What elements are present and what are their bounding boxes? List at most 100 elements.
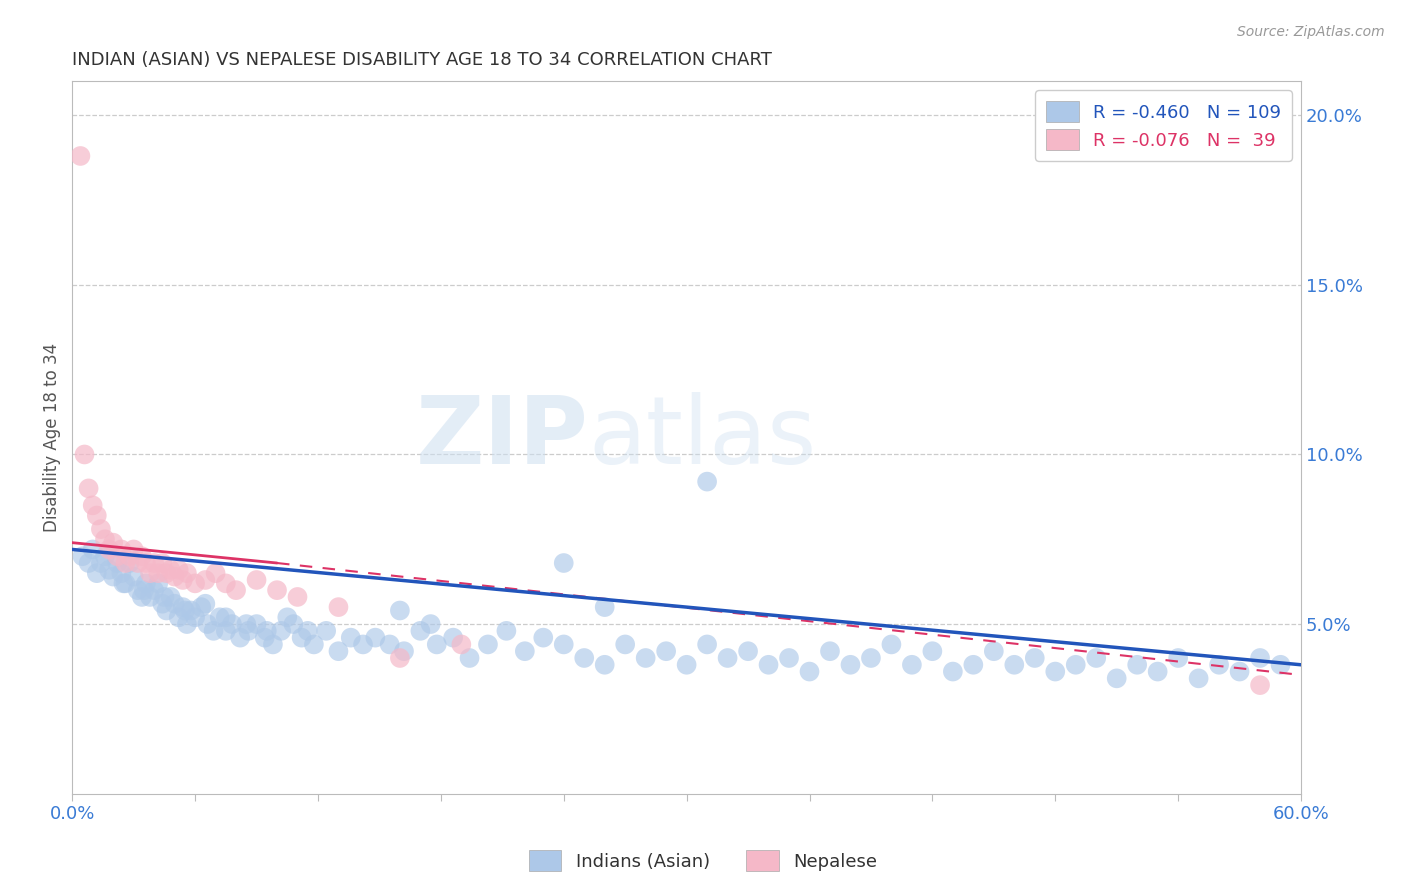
Point: [127, 556, 149, 570]
Point: [131, 590, 153, 604]
Point: [176, 617, 198, 632]
Point: [122, 569, 145, 583]
Point: [94, 549, 117, 564]
Point: [202, 624, 225, 638]
Point: [159, 590, 181, 604]
Point: [256, 624, 278, 638]
Point: [184, 610, 207, 624]
Point: [98, 563, 121, 577]
Point: [553, 637, 575, 651]
Point: [194, 573, 217, 587]
Point: [172, 573, 194, 587]
Point: [208, 610, 231, 624]
Point: [122, 542, 145, 557]
Point: [880, 637, 903, 651]
Point: [148, 566, 170, 581]
Point: [364, 631, 387, 645]
Point: [1105, 671, 1128, 685]
Point: [392, 644, 415, 658]
Text: ZIP: ZIP: [415, 392, 588, 483]
Point: [696, 475, 718, 489]
Text: INDIAN (ASIAN) VS NEPALESE DISABILITY AGE 18 TO 34 CORRELATION CHART: INDIAN (ASIAN) VS NEPALESE DISABILITY AG…: [72, 51, 772, 69]
Point: [426, 637, 449, 651]
Point: [112, 576, 135, 591]
Point: [799, 665, 821, 679]
Point: [942, 665, 965, 679]
Point: [98, 542, 121, 557]
Point: [328, 644, 350, 658]
Point: [839, 657, 862, 672]
Point: [135, 556, 157, 570]
Point: [105, 549, 128, 564]
Point: [90, 522, 112, 536]
Point: [139, 590, 162, 604]
Point: [859, 651, 882, 665]
Point: [110, 542, 132, 557]
Point: [139, 566, 162, 581]
Point: [73, 447, 96, 461]
Point: [103, 535, 125, 549]
Point: [105, 556, 128, 570]
Point: [215, 610, 238, 624]
Point: [159, 563, 181, 577]
Point: [921, 644, 943, 658]
Point: [778, 651, 800, 665]
Point: [167, 563, 190, 577]
Point: [245, 573, 267, 587]
Point: [253, 631, 276, 645]
Point: [155, 603, 177, 617]
Point: [204, 566, 226, 581]
Point: [574, 651, 596, 665]
Point: [1045, 665, 1067, 679]
Point: [215, 576, 238, 591]
Point: [716, 651, 738, 665]
Point: [86, 508, 108, 523]
Point: [127, 583, 149, 598]
Point: [118, 549, 141, 564]
Point: [114, 576, 136, 591]
Point: [148, 576, 170, 591]
Point: [82, 542, 104, 557]
Point: [315, 624, 337, 638]
Point: [450, 637, 472, 651]
Point: [339, 631, 361, 645]
Point: [163, 569, 186, 583]
Point: [302, 637, 325, 651]
Point: [962, 657, 984, 672]
Point: [1085, 651, 1108, 665]
Point: [276, 610, 298, 624]
Point: [477, 637, 499, 651]
Point: [194, 597, 217, 611]
Point: [696, 637, 718, 651]
Point: [1229, 665, 1251, 679]
Point: [72, 549, 94, 564]
Text: Source: ZipAtlas.com: Source: ZipAtlas.com: [1237, 25, 1385, 39]
Point: [675, 657, 697, 672]
Point: [1270, 657, 1292, 672]
Point: [225, 583, 247, 598]
Legend: Indians (Asian), Nepalese: Indians (Asian), Nepalese: [522, 843, 884, 879]
Point: [69, 149, 91, 163]
Point: [441, 631, 464, 645]
Point: [114, 556, 136, 570]
Point: [983, 644, 1005, 658]
Point: [513, 644, 536, 658]
Point: [103, 569, 125, 583]
Point: [221, 617, 243, 632]
Point: [287, 590, 309, 604]
Point: [378, 637, 401, 651]
Point: [758, 657, 780, 672]
Point: [82, 499, 104, 513]
Point: [180, 603, 202, 617]
Point: [409, 624, 432, 638]
Point: [238, 624, 260, 638]
Point: [132, 583, 155, 598]
Point: [388, 603, 411, 617]
Point: [135, 576, 157, 591]
Point: [1249, 651, 1271, 665]
Point: [1167, 651, 1189, 665]
Legend: R = -0.460   N = 109, R = -0.076   N =  39: R = -0.460 N = 109, R = -0.076 N = 39: [1035, 90, 1292, 161]
Point: [163, 597, 186, 611]
Point: [901, 657, 924, 672]
Point: [458, 651, 481, 665]
